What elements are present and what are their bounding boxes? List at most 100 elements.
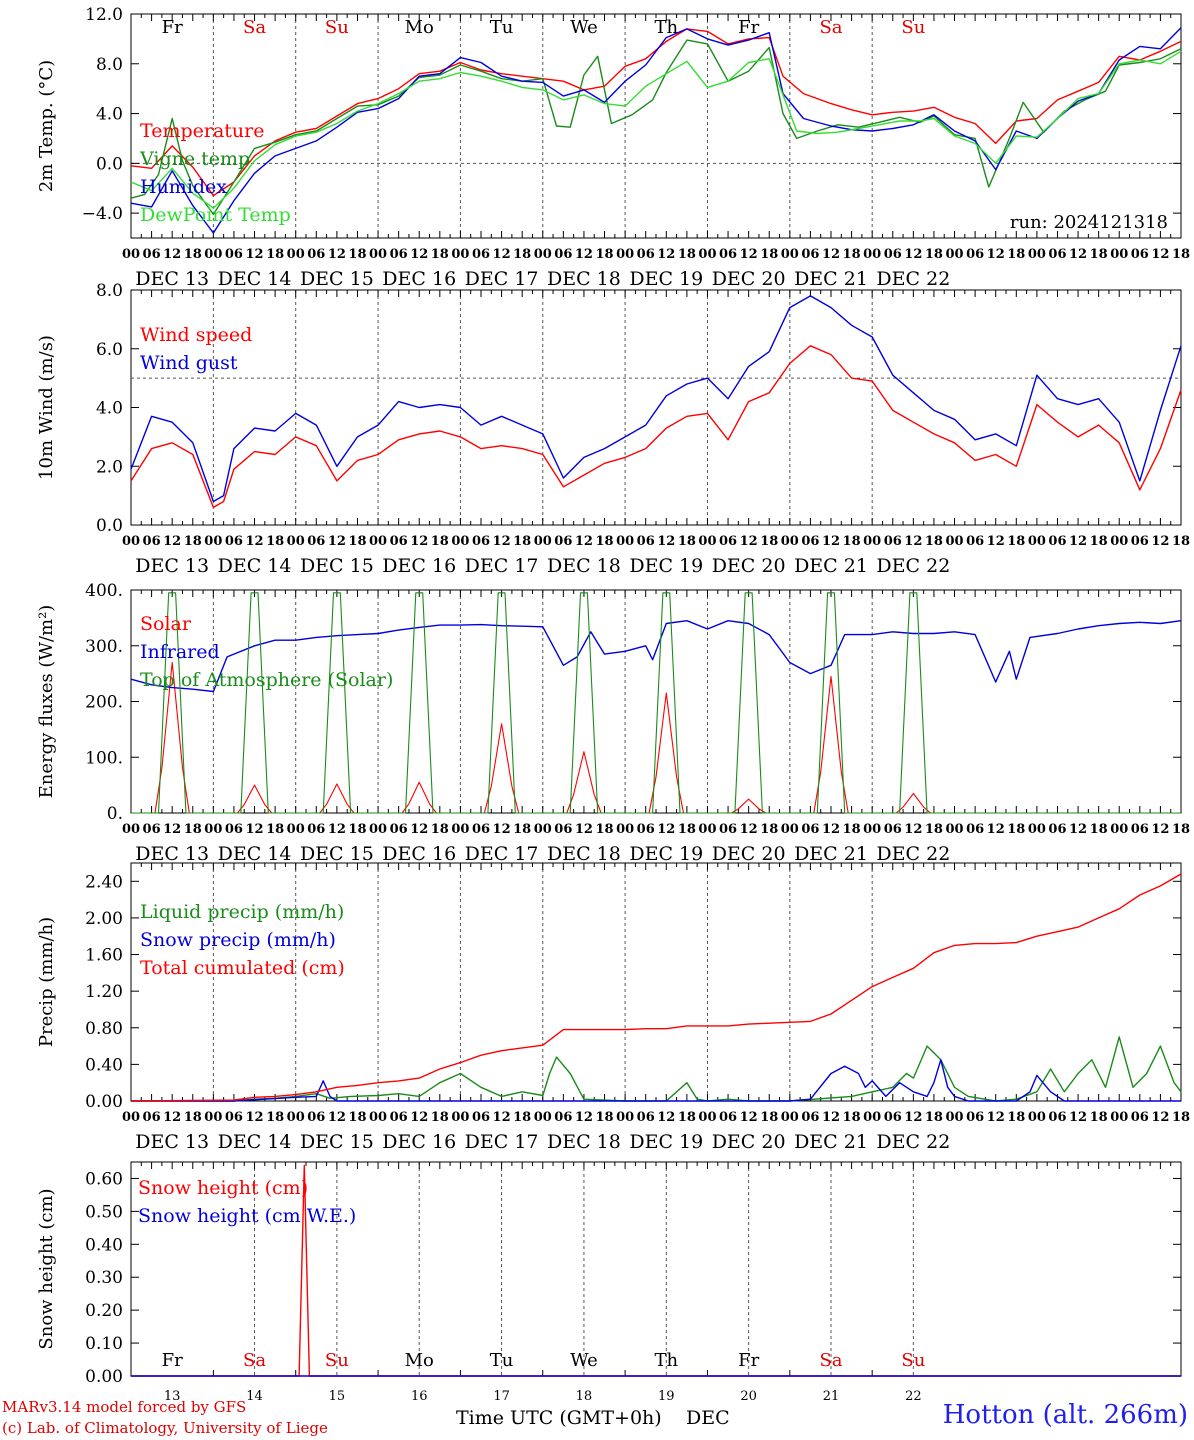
x-tick-label: 00	[616, 1110, 634, 1125]
x-tick-label: 06	[884, 1110, 902, 1125]
date-label: DEC 21	[794, 555, 868, 577]
x-tick-label: 00	[781, 822, 799, 837]
x-tick-label: 06	[719, 534, 737, 549]
x-tick-label: 18	[678, 1110, 696, 1125]
date-label: DEC 13	[135, 843, 209, 865]
y-tick-label: 0.40	[85, 1055, 123, 1075]
date-label: DEC 16	[382, 268, 456, 290]
x-tick-label: 00	[534, 247, 552, 262]
y-axis-label: Energy fluxes (W/m²)	[36, 605, 57, 799]
legend-entry: Snow precip (mm/h)	[140, 929, 336, 951]
weekday-label: Th	[654, 17, 678, 38]
x-tick-label: 06	[637, 534, 655, 549]
weekday-label: We	[570, 17, 598, 38]
x-tick-label: 18	[595, 1110, 613, 1125]
date-label: DEC 14	[218, 843, 292, 865]
x-axis-title: Time UTC (GMT+0h)	[456, 1407, 662, 1429]
x-tick-label: 00	[204, 247, 222, 262]
y-tick-label: 0.	[107, 804, 123, 824]
x-tick-label: 18	[266, 247, 284, 262]
y-tick-label: 0.0	[96, 516, 123, 536]
weekday-label: Mo	[405, 1350, 434, 1371]
date-label: DEC 19	[629, 1131, 703, 1153]
day-number-label: 17	[493, 1389, 510, 1404]
x-tick-label: 12	[1069, 1110, 1087, 1125]
x-tick-label: 18	[1090, 247, 1108, 262]
x-tick-label: 00	[781, 534, 799, 549]
x-tick-label: 12	[657, 822, 675, 837]
x-tick-label: 00	[534, 822, 552, 837]
x-tick-label: 12	[987, 1110, 1005, 1125]
x-tick-label: 06	[801, 247, 819, 262]
x-tick-label: 00	[698, 534, 716, 549]
x-tick-label: 06	[719, 1110, 737, 1125]
weekday-label: Tu	[490, 1350, 514, 1371]
x-tick-label: 18	[925, 534, 943, 549]
date-label: DEC 21	[794, 268, 868, 290]
x-tick-label: 06	[801, 534, 819, 549]
x-tick-label: 06	[143, 247, 161, 262]
x-axis-month: DEC	[686, 1407, 730, 1429]
x-tick-label: 18	[513, 822, 531, 837]
legend-entry: Snow height (cm)	[138, 1177, 308, 1199]
x-tick-label: 00	[863, 247, 881, 262]
x-tick-label: 00	[1028, 247, 1046, 262]
day-number-label: 15	[329, 1389, 346, 1404]
x-tick-label: 06	[554, 822, 572, 837]
x-tick-label: 00	[616, 822, 634, 837]
y-tick-label: 6.0	[96, 340, 123, 360]
date-label: DEC 18	[547, 555, 621, 577]
y-tick-label: 8.0	[96, 55, 123, 75]
wind-speed-line	[130, 345, 1182, 509]
x-tick-label: 06	[472, 822, 490, 837]
y-tick-label: 0.20	[85, 1301, 123, 1321]
x-tick-label: 00	[945, 534, 963, 549]
x-tick-label: 00	[451, 822, 469, 837]
x-tick-label: 00	[204, 534, 222, 549]
date-label: DEC 14	[218, 555, 292, 577]
top-of-atmosphere-solar-line	[131, 592, 1181, 814]
x-tick-label: 12	[1069, 247, 1087, 262]
x-tick-label: 00	[698, 247, 716, 262]
y-tick-label: 0.80	[85, 1019, 123, 1039]
x-tick-label: 18	[1172, 247, 1190, 262]
date-label: DEC 16	[382, 1131, 456, 1153]
x-tick-label: 00	[863, 1110, 881, 1125]
x-tick-label: 06	[307, 1110, 325, 1125]
x-tick-label: 06	[390, 247, 408, 262]
x-tick-label: 12	[493, 247, 511, 262]
y-tick-label: 4.0	[96, 399, 123, 419]
x-tick-label: 12	[245, 534, 263, 549]
x-tick-label: 06	[472, 1110, 490, 1125]
x-tick-label: 12	[904, 534, 922, 549]
x-tick-label: 00	[1028, 1110, 1046, 1125]
x-tick-label: 12	[1069, 534, 1087, 549]
x-tick-label: 00	[781, 1110, 799, 1125]
panel-4: 0.00 0.40 0.80 1.20 1.60 2.00 2.40 Precip (mm/h…	[36, 862, 1190, 1153]
date-label: DEC 20	[712, 843, 786, 865]
x-tick-label: 12	[410, 822, 428, 837]
x-tick-label: 06	[225, 1110, 243, 1125]
x-tick-label: 18	[348, 534, 366, 549]
weekday-label: Su	[325, 1350, 349, 1371]
x-tick-label: 12	[410, 1110, 428, 1125]
date-label: DEC 17	[465, 268, 539, 290]
x-tick-label: 12	[575, 822, 593, 837]
weekday-label: Su	[901, 1350, 925, 1371]
vigne-temp-line	[130, 39, 1182, 216]
x-tick-label: 18	[348, 822, 366, 837]
date-label: DEC 14	[218, 268, 292, 290]
x-tick-label: 18	[1007, 247, 1025, 262]
x-tick-label: 18	[1007, 534, 1025, 549]
x-tick-label: 12	[328, 822, 346, 837]
x-tick-label: 06	[390, 822, 408, 837]
legend-entry: Wind speed	[140, 324, 252, 346]
y-tick-label: 2.40	[85, 872, 123, 892]
x-tick-label: 12	[987, 822, 1005, 837]
x-tick-label: 12	[328, 1110, 346, 1125]
date-label: DEC 15	[300, 555, 374, 577]
y-axis-label: 10m Wind (m/s)	[36, 335, 57, 480]
x-tick-label: 12	[822, 1110, 840, 1125]
date-label: DEC 19	[629, 843, 703, 865]
x-tick-label: 06	[225, 822, 243, 837]
